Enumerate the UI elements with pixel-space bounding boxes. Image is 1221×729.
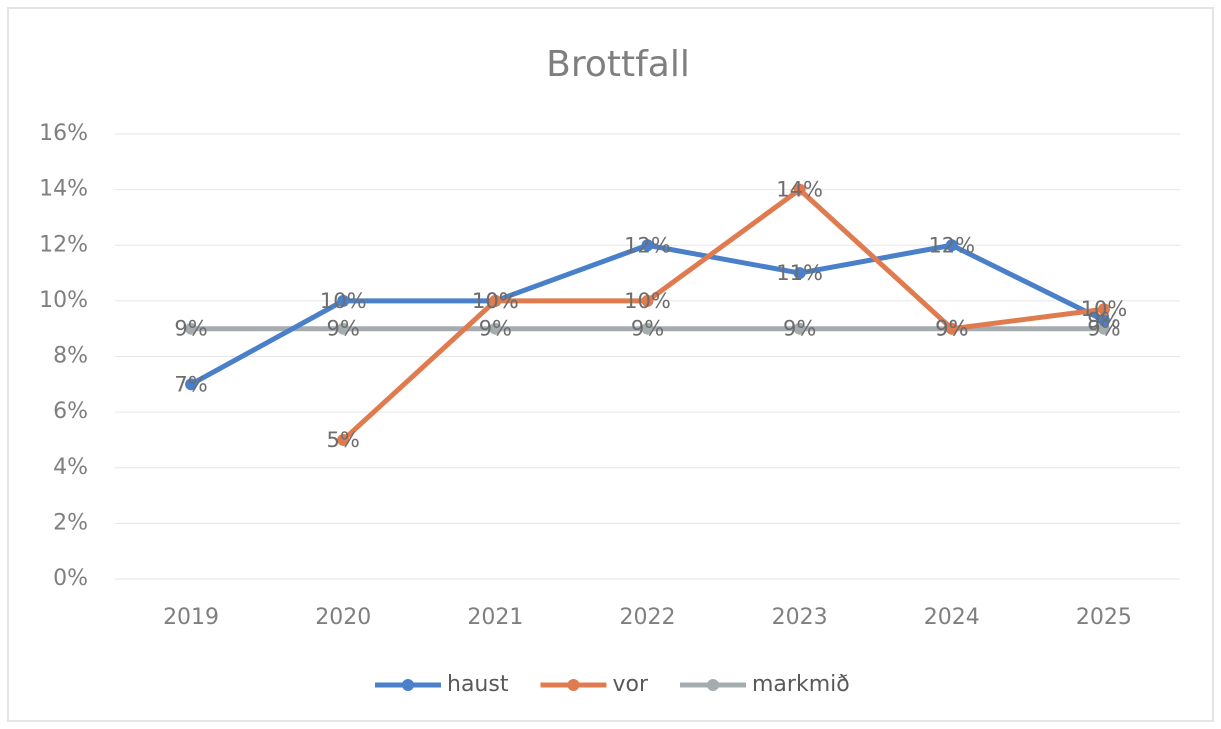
x-tick-label: 2022 <box>620 605 676 630</box>
data-point <box>945 322 958 335</box>
data-point <box>1097 303 1110 316</box>
y-tick-label: 14% <box>39 177 88 202</box>
legend-marker <box>402 679 414 691</box>
y-tick-label: 10% <box>39 288 88 313</box>
data-label: 12% <box>624 233 671 257</box>
series-line <box>341 187 1105 442</box>
data-point <box>641 239 654 252</box>
data-point <box>185 378 198 391</box>
y-tick-label: 16% <box>39 121 88 146</box>
data-label: 9% <box>1087 308 1120 332</box>
y-tick-label: 6% <box>53 399 88 424</box>
legend-label: vor <box>612 672 648 697</box>
data-point <box>945 239 958 252</box>
data-point <box>1097 322 1110 335</box>
y-tick-label: 2% <box>53 510 88 535</box>
data-label: 9% <box>783 317 816 341</box>
y-tick-label: 4% <box>53 455 88 480</box>
data-point <box>337 433 350 446</box>
data-point <box>641 322 654 335</box>
data-label: 10% <box>1081 297 1128 321</box>
data-point <box>337 294 350 307</box>
legend-label: haust <box>447 672 509 697</box>
data-point <box>793 322 806 335</box>
x-tick-label: 2020 <box>315 605 371 630</box>
chart-frame <box>7 7 1214 722</box>
data-label: 9% <box>479 317 512 341</box>
data-label: 9% <box>631 317 664 341</box>
legend-marker <box>567 679 580 691</box>
data-label: 5% <box>327 428 360 452</box>
data-point <box>793 183 806 196</box>
x-tick-label: 2021 <box>467 605 523 630</box>
data-label: 10% <box>320 289 367 313</box>
data-point <box>489 294 502 307</box>
data-point <box>489 322 502 335</box>
data-label: 7% <box>174 372 207 396</box>
data-label: 10% <box>472 289 519 313</box>
data-point <box>185 322 198 335</box>
y-tick-label: 8% <box>53 344 88 369</box>
legend-marker <box>707 679 719 691</box>
data-label: 14% <box>776 178 823 202</box>
data-label: 9% <box>935 317 968 341</box>
data-label: 9% <box>1087 317 1120 341</box>
data-point <box>641 294 654 307</box>
y-tick-label: 0% <box>53 566 88 591</box>
y-tick-label: 12% <box>39 232 88 257</box>
legend-label: markmið <box>752 672 850 697</box>
data-label: 10% <box>472 289 519 313</box>
data-label: 10% <box>624 289 671 313</box>
x-tick-label: 2025 <box>1076 605 1132 630</box>
data-label: 9% <box>935 317 968 341</box>
data-point <box>337 322 350 335</box>
x-tick-label: 2023 <box>772 605 828 630</box>
data-label: 12% <box>928 233 975 257</box>
data-label: 11% <box>776 261 823 285</box>
data-label: 9% <box>327 317 360 341</box>
x-tick-label: 2019 <box>163 605 219 630</box>
chart-title: Brottfall <box>546 44 690 85</box>
data-label: 9% <box>174 317 207 341</box>
data-point <box>793 267 806 280</box>
data-point <box>1097 314 1110 327</box>
x-tick-label: 2024 <box>924 605 980 630</box>
